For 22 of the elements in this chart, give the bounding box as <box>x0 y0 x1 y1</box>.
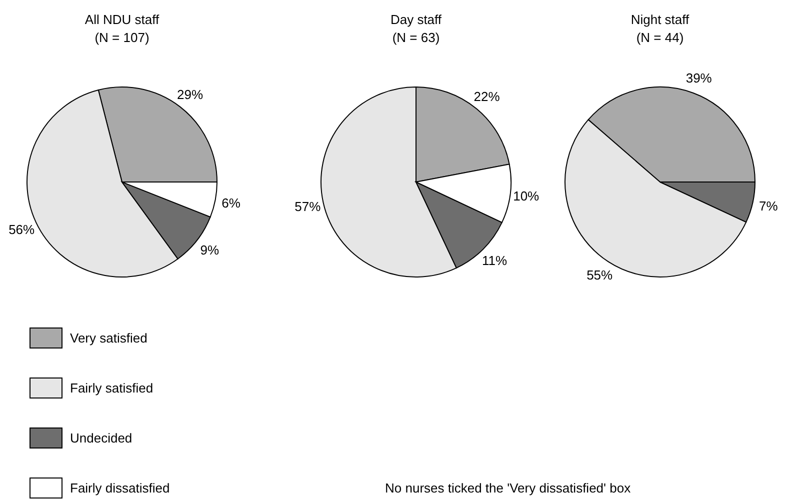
chart-subtitle: (N = 44) <box>636 30 684 45</box>
chart-title: All NDU staff <box>84 12 160 27</box>
data-label: 7% <box>758 198 778 214</box>
data-label: 9% <box>200 242 220 258</box>
text: No nurses ticked the 'Very dissatisfied' box <box>385 480 632 496</box>
chart-title: Night staff <box>630 12 690 27</box>
data-label: 10% <box>513 188 540 204</box>
data-label: 6% <box>222 195 241 210</box>
data-label: 22% <box>474 89 500 104</box>
legend-label: Very satisfied <box>70 330 148 346</box>
chart-title: Day staff <box>390 12 442 27</box>
data-label: 57% <box>294 198 322 214</box>
data-label: 55% <box>586 268 614 283</box>
legend-label: Undecided <box>70 430 132 446</box>
legend-label: Fairly dissatisfied <box>70 480 170 496</box>
data-label: 29% <box>177 86 204 102</box>
data-label: 11% <box>482 253 508 268</box>
data-label: 56% <box>8 222 36 237</box>
chart-subtitle: (N = 63) <box>392 30 440 45</box>
chart-subtitle: (N = 107) <box>94 30 150 45</box>
legend-label: Fairly satisfied <box>70 380 154 396</box>
data-label: 39% <box>686 70 712 86</box>
